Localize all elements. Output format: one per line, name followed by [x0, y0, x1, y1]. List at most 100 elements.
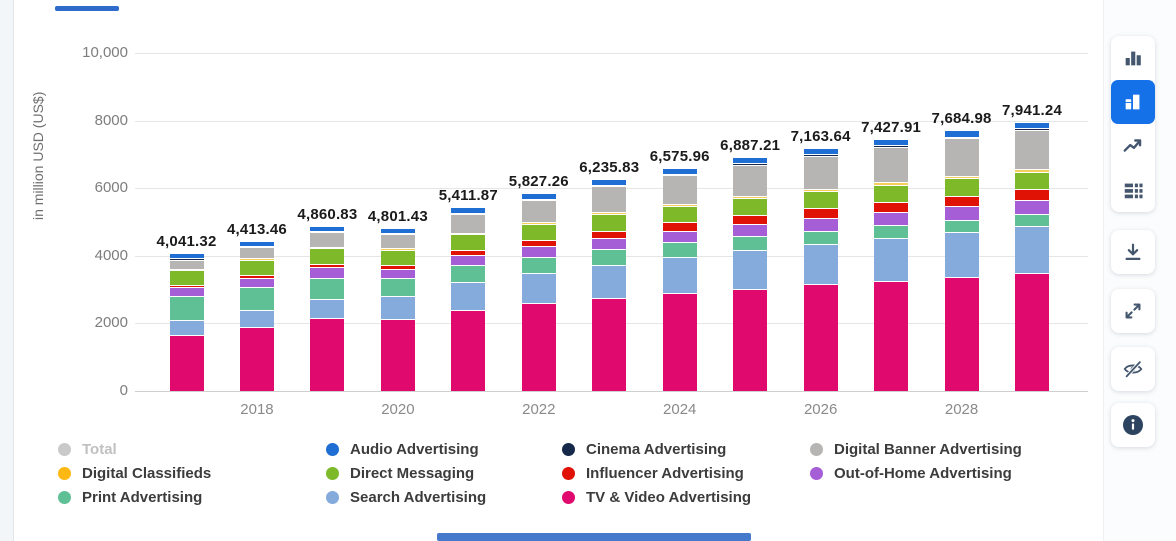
- bar-segment[interactable]: [169, 258, 204, 260]
- bar-segment[interactable]: [1015, 200, 1050, 214]
- legend-item-audio-advertising[interactable]: Audio Advertising: [326, 441, 562, 458]
- bar-segment[interactable]: [662, 168, 697, 174]
- bar-segment[interactable]: [169, 259, 204, 269]
- bar-segment[interactable]: [803, 155, 838, 189]
- bar-segment[interactable]: [944, 138, 979, 176]
- bar-segment[interactable]: [944, 219, 979, 233]
- bar-segment[interactable]: [733, 236, 768, 251]
- bar-segment[interactable]: [239, 258, 274, 261]
- bar-segment[interactable]: [380, 277, 415, 296]
- bar-segment[interactable]: [874, 146, 909, 183]
- bar-segment[interactable]: [733, 164, 768, 196]
- bar-segment[interactable]: [521, 223, 556, 241]
- bar-segment[interactable]: [662, 292, 697, 391]
- bar-segment[interactable]: [169, 319, 204, 335]
- legend-item-tv-video-advertising[interactable]: TV & Video Advertising: [562, 489, 810, 506]
- bar-segment[interactable]: [451, 282, 486, 311]
- bar-segment[interactable]: [380, 295, 415, 320]
- bar-segment[interactable]: [1015, 127, 1050, 130]
- legend-item-digital-classifieds[interactable]: Digital Classifieds: [58, 465, 326, 482]
- bar-segment[interactable]: [169, 270, 204, 285]
- bar-segment[interactable]: [944, 131, 979, 137]
- bar-segment[interactable]: [874, 184, 909, 203]
- bar-segment[interactable]: [874, 145, 909, 147]
- bar-segment[interactable]: [592, 237, 627, 250]
- stacked-bar-2024[interactable]: [662, 168, 697, 391]
- bar-segment[interactable]: [169, 296, 204, 320]
- bar-segment[interactable]: [874, 280, 909, 391]
- bar-segment[interactable]: [662, 175, 697, 204]
- bar-segment[interactable]: [733, 198, 768, 215]
- bar-segment[interactable]: [310, 277, 345, 299]
- bar-segment[interactable]: [1015, 129, 1050, 170]
- bar-segment[interactable]: [451, 310, 486, 392]
- bar-segment[interactable]: [169, 286, 204, 297]
- bar-segment[interactable]: [239, 277, 274, 288]
- bar-segment[interactable]: [592, 186, 627, 213]
- bar-segment[interactable]: [380, 265, 415, 270]
- bar-segment[interactable]: [944, 206, 979, 220]
- bar-segment[interactable]: [592, 298, 627, 391]
- bar-segment[interactable]: [874, 182, 909, 185]
- bar-segment[interactable]: [803, 191, 838, 209]
- bar-segment[interactable]: [169, 334, 204, 391]
- bar-segment[interactable]: [169, 254, 204, 259]
- bar-segment[interactable]: [521, 240, 556, 247]
- bar-segment[interactable]: [592, 180, 627, 186]
- bar-segment[interactable]: [944, 195, 979, 207]
- bar-segment[interactable]: [310, 248, 345, 265]
- bar-segment[interactable]: [733, 224, 768, 237]
- bar-segment[interactable]: [662, 173, 697, 176]
- toolbar-button-download[interactable]: [1111, 230, 1155, 274]
- toolbar-button-bar-chart[interactable]: [1111, 36, 1155, 80]
- bar-segment[interactable]: [662, 257, 697, 293]
- bar-segment[interactable]: [733, 163, 768, 165]
- toolbar-button-info[interactable]: [1111, 403, 1155, 447]
- bar-segment[interactable]: [239, 326, 274, 391]
- stacked-bar-2022[interactable]: [521, 194, 556, 391]
- bar-segment[interactable]: [169, 284, 204, 287]
- bar-segment[interactable]: [380, 269, 415, 278]
- stacked-bar-2028[interactable]: [944, 131, 979, 391]
- bar-segment[interactable]: [1015, 169, 1050, 172]
- bar-segment[interactable]: [592, 185, 627, 187]
- bar-segment[interactable]: [380, 232, 415, 234]
- bar-segment[interactable]: [592, 230, 627, 238]
- stacked-bar-2017[interactable]: [169, 254, 204, 391]
- bar-segment[interactable]: [803, 230, 838, 245]
- stacked-bar-2027[interactable]: [874, 139, 909, 391]
- bar-segment[interactable]: [662, 222, 697, 231]
- bar-segment[interactable]: [169, 268, 204, 271]
- stacked-bar-2025[interactable]: [733, 158, 768, 391]
- bar-segment[interactable]: [239, 309, 274, 327]
- bar-segment[interactable]: [239, 260, 274, 276]
- toolbar-button-stacked-bar-chart[interactable]: [1111, 80, 1155, 124]
- bar-segment[interactable]: [1015, 226, 1050, 273]
- bar-segment[interactable]: [874, 225, 909, 239]
- bar-segment[interactable]: [451, 250, 486, 256]
- bar-segment[interactable]: [1015, 272, 1050, 391]
- bar-segment[interactable]: [803, 284, 838, 391]
- bar-segment[interactable]: [733, 288, 768, 391]
- legend-item-direct-messaging[interactable]: Direct Messaging: [326, 465, 562, 482]
- stacked-bar-2021[interactable]: [451, 208, 486, 392]
- bar-segment[interactable]: [592, 264, 627, 299]
- bar-segment[interactable]: [239, 247, 274, 259]
- bar-segment[interactable]: [521, 256, 556, 273]
- legend-item-digital-banner-advertising[interactable]: Digital Banner Advertising: [810, 441, 1102, 458]
- bar-segment[interactable]: [451, 255, 486, 266]
- toolbar-button-line-chart[interactable]: [1111, 124, 1155, 168]
- legend-item-search-advertising[interactable]: Search Advertising: [326, 489, 562, 506]
- bar-segment[interactable]: [803, 244, 838, 285]
- bar-segment[interactable]: [451, 232, 486, 235]
- bar-segment[interactable]: [521, 246, 556, 257]
- stacked-bar-2029[interactable]: [1015, 122, 1050, 391]
- bar-segment[interactable]: [239, 287, 274, 310]
- bar-segment[interactable]: [733, 195, 768, 198]
- bar-segment[interactable]: [310, 298, 345, 319]
- bar-segment[interactable]: [662, 230, 697, 243]
- bar-segment[interactable]: [733, 214, 768, 225]
- legend-item-cinema-advertising[interactable]: Cinema Advertising: [562, 441, 810, 458]
- stacked-bar-2023[interactable]: [592, 180, 627, 391]
- bar-segment[interactable]: [874, 139, 909, 146]
